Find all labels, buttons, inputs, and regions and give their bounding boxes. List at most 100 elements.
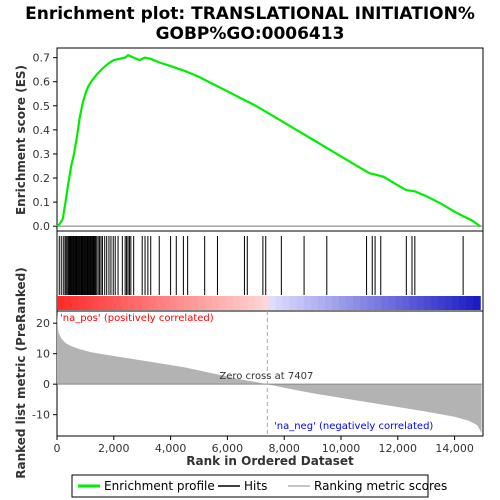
x-tick-label: 14,000	[435, 442, 474, 455]
rank-color-segment	[395, 296, 404, 310]
rank-color-segment	[282, 296, 291, 310]
x-tick-label: 12,000	[379, 442, 418, 455]
negative-correlation-label: 'na_neg' (negatively correlated)	[274, 421, 433, 432]
rank-color-segment	[332, 296, 340, 310]
rank-color-segment	[473, 296, 481, 310]
es-axis-title: Enrichment score (ES)	[14, 65, 28, 215]
rank-color-segment	[57, 296, 65, 310]
legend-label: Enrichment profile	[104, 479, 215, 493]
rank-color-segment	[409, 296, 418, 310]
rank-color-segment	[430, 296, 439, 310]
rank-color-segment	[459, 296, 467, 310]
legend-label: Hits	[244, 479, 267, 493]
x-tick-label: 6,000	[212, 442, 244, 455]
es-tick-label: 0.5	[33, 100, 51, 113]
rank-color-segment	[310, 296, 319, 310]
x-tick-label: 10,000	[322, 442, 361, 455]
es-y-axis: 0.0 0.1 0.2 0.3 0.4 0.5 0.6 0.7	[33, 52, 57, 233]
metric-tick-label: 0	[43, 378, 50, 391]
es-panel-frame	[56, 47, 484, 232]
rank-color-segment	[169, 296, 178, 310]
rank-color-segment	[437, 296, 446, 310]
rank-color-segment	[183, 296, 192, 310]
rank-color-segment	[360, 296, 368, 310]
rank-color-segment	[155, 296, 164, 310]
es-tick-label: 0.7	[33, 52, 51, 65]
es-tick-label: 0.4	[33, 124, 51, 137]
rank-color-segment	[346, 296, 354, 310]
metric-tick-label: 10	[36, 348, 50, 361]
rank-color-segment	[381, 296, 390, 310]
rank-color-segment	[402, 296, 411, 310]
x-axis: 0 2,000 4,000 6,000 8,000 10,000 12,000 14,000	[54, 436, 474, 455]
rank-color-segment	[226, 296, 234, 310]
rank-color-segment	[247, 296, 256, 310]
rank-color-segment	[275, 296, 284, 310]
rank-color-segment	[78, 296, 86, 310]
chart-title-line2: GOBP%GO:0006413	[156, 24, 345, 44]
rank-color-segment	[374, 296, 383, 310]
rank-color-segment	[296, 296, 305, 310]
rank-color-segment	[444, 296, 453, 310]
metric-tick-label: -10	[32, 409, 50, 422]
rank-color-segment	[212, 296, 220, 310]
metric-y-axis: 20 10 0 -10	[32, 317, 57, 422]
rank-color-segment	[134, 296, 143, 310]
rank-color-segment	[106, 296, 115, 310]
rank-color-segment	[162, 296, 171, 310]
rank-color-segment	[176, 296, 185, 310]
zero-cross-label: Zero cross at 7407	[219, 371, 313, 382]
x-tick-label: 4,000	[155, 442, 187, 455]
rank-color-segment	[127, 296, 136, 310]
rank-color-segment	[466, 296, 474, 310]
metric-tick-label: 20	[36, 317, 50, 330]
rank-color-segment	[85, 296, 93, 310]
rank-color-bar	[57, 296, 481, 310]
rank-color-segment	[423, 296, 432, 310]
es-tick-label: 0.2	[33, 172, 51, 185]
chart-title-line1: Enrichment plot: TRANSLATIONAL INITIATIO…	[25, 4, 475, 24]
rank-color-segment	[303, 296, 312, 310]
rank-color-segment	[268, 296, 277, 310]
rank-color-segment	[261, 296, 270, 310]
hits-markers	[58, 236, 464, 295]
rank-color-segment	[240, 296, 249, 310]
rank-color-segment	[317, 296, 326, 310]
rank-color-segment	[205, 296, 213, 310]
rank-color-segment	[451, 296, 460, 310]
x-axis-title: Rank in Ordered Dataset	[186, 454, 354, 468]
x-tick-label: 8,000	[268, 442, 300, 455]
es-tick-label: 0.3	[33, 148, 51, 161]
metric-axis-title: Ranked list metric (PreRanked)	[14, 267, 28, 479]
rank-color-segment	[120, 296, 129, 310]
rank-color-segment	[367, 296, 375, 310]
ranking-metric-area	[57, 314, 482, 433]
legend-label: Ranking metric scores	[314, 479, 447, 493]
rank-color-segment	[99, 296, 107, 310]
rank-color-segment	[198, 296, 206, 310]
rank-color-segment	[113, 296, 122, 310]
rank-color-segment	[64, 296, 72, 310]
es-tick-label: 0.1	[33, 196, 51, 209]
rank-color-segment	[71, 296, 79, 310]
rank-color-segment	[254, 296, 263, 310]
rank-color-segment	[141, 296, 150, 310]
rank-color-segment	[339, 296, 347, 310]
rank-color-segment	[388, 296, 397, 310]
rank-color-segment	[219, 296, 227, 310]
x-tick-label: 0	[54, 442, 61, 455]
legend: Enrichment profile Hits Ranking metric sco…	[78, 479, 447, 493]
rank-color-segment	[148, 296, 157, 310]
x-tick-label: 2,000	[98, 442, 130, 455]
rank-color-segment	[325, 296, 333, 310]
rank-color-segment	[233, 296, 241, 310]
legend-box	[71, 474, 429, 498]
rank-color-segment	[92, 296, 100, 310]
positive-correlation-label: 'na_pos' (positively correlated)	[60, 313, 214, 324]
rank-color-segment	[289, 296, 298, 310]
rank-color-segment	[191, 296, 199, 310]
es-tick-label: 0.6	[33, 76, 51, 89]
rank-color-segment	[416, 296, 425, 310]
enrichment-profile-line	[56, 53, 481, 228]
